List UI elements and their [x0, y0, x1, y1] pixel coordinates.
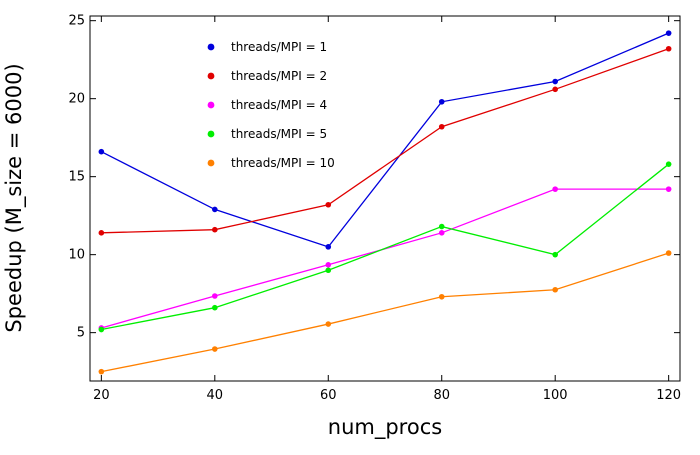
- legend-label: threads/MPI = 5: [231, 127, 327, 141]
- data-point: [325, 201, 332, 208]
- data-point: [98, 230, 105, 236]
- data-point: [438, 293, 445, 300]
- legend-label: threads/MPI = 10: [231, 156, 335, 170]
- data-point: [552, 186, 558, 192]
- legend-label: threads/MPI = 2: [231, 69, 327, 83]
- x-tick-label: 80: [433, 388, 450, 403]
- legend-marker: [207, 43, 215, 51]
- data-point: [325, 261, 332, 268]
- legend-marker: [207, 101, 215, 109]
- data-point: [212, 304, 218, 311]
- data-point: [98, 368, 105, 375]
- data-point: [552, 78, 558, 85]
- series-line: [101, 188, 669, 329]
- data-point: [665, 45, 672, 52]
- y-tick-label: 10: [68, 248, 85, 263]
- legend-label: threads/MPI = 4: [231, 98, 327, 112]
- y-axis-title: Speedup (M_size = 6000): [2, 63, 27, 332]
- data-point: [212, 226, 218, 233]
- data-point: [438, 230, 445, 236]
- data-point: [212, 346, 218, 352]
- data-point: [438, 98, 445, 105]
- legend-marker: [207, 72, 215, 80]
- y-tick-label: 25: [68, 14, 85, 29]
- data-point: [98, 326, 105, 333]
- legend-label: threads/MPI = 1: [231, 40, 327, 54]
- y-tick-label: 5: [77, 326, 85, 341]
- data-point: [438, 223, 445, 230]
- data-point: [552, 251, 558, 258]
- data-point: [212, 293, 218, 299]
- y-axis: 5 10 15 20 25: [68, 14, 680, 341]
- y-tick-label: 15: [68, 170, 85, 185]
- x-tick-label: 20: [93, 388, 110, 403]
- legend: threads/MPI = 1 threads/MPI = 2 threads/MP…: [207, 40, 335, 170]
- y-tick-label: 20: [68, 92, 85, 107]
- x-tick-label: 60: [320, 388, 337, 403]
- series-line: [101, 48, 669, 234]
- data-point: [325, 244, 332, 250]
- data-point: [665, 30, 672, 36]
- legend-marker: [207, 130, 215, 138]
- data-point: [665, 186, 672, 192]
- data-point: [665, 250, 672, 256]
- data-point: [212, 206, 218, 213]
- data-point: [325, 321, 332, 327]
- data-point: [665, 161, 672, 167]
- series-layer: [98, 30, 672, 375]
- data-point: [552, 86, 558, 93]
- data-point: [325, 267, 332, 274]
- x-tick-label: 100: [543, 388, 568, 403]
- data-point: [552, 286, 558, 293]
- series-line: [101, 32, 669, 248]
- x-axis-title: num_procs: [328, 415, 442, 440]
- data-point: [98, 148, 105, 155]
- x-tick-label: 40: [207, 388, 224, 403]
- plot-frame: [89, 15, 681, 382]
- x-tick-label: 120: [656, 388, 681, 403]
- data-point: [438, 123, 445, 130]
- x-axis: 20 40 60 80 100 120: [93, 16, 681, 403]
- series-line: [101, 252, 669, 373]
- legend-marker: [207, 159, 215, 167]
- series-line: [101, 163, 670, 331]
